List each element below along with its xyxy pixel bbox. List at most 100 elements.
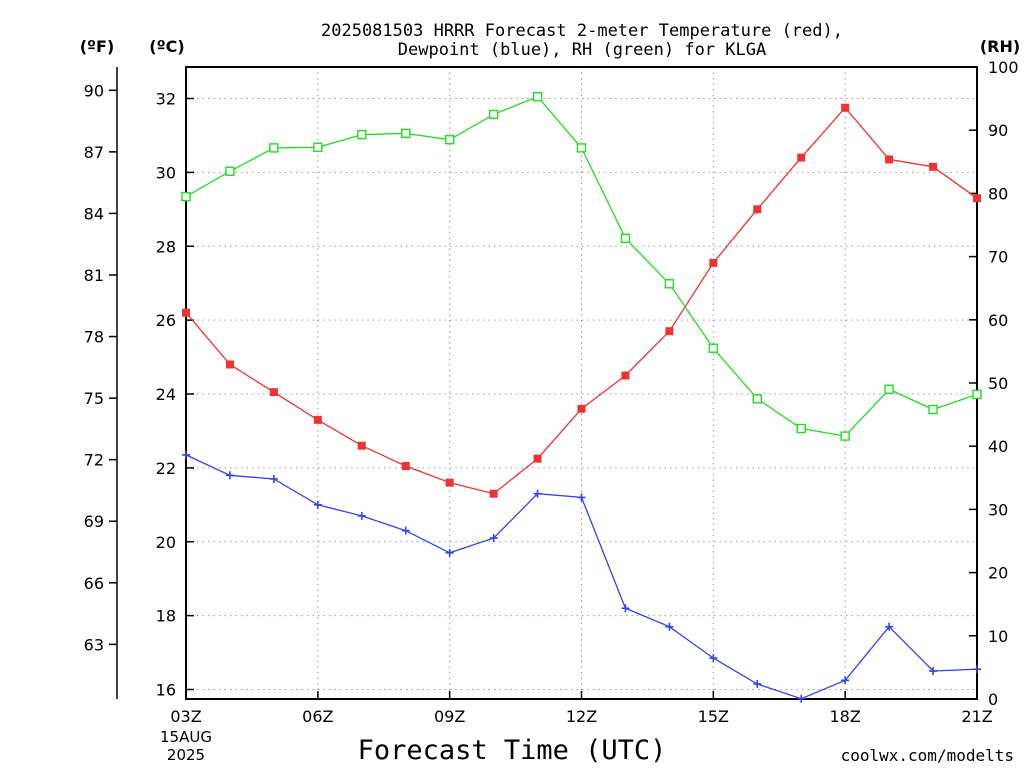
x-tick-label: 18Z	[830, 707, 861, 726]
dewpoint-point	[489, 534, 498, 543]
rh-tick-label: 100	[988, 58, 1019, 77]
temperature-point	[401, 462, 410, 471]
dewpoint-point	[665, 622, 674, 631]
rh-point	[840, 431, 850, 441]
chart-title-line2: Dewpoint (blue), RH (green) for KLGA	[398, 40, 766, 60]
temperature-point	[225, 360, 234, 369]
rh-tick-label: 10	[988, 627, 1008, 646]
temperature-point	[973, 194, 981, 203]
chart-title-line1: 2025081503 HRRR Forecast 2-meter Tempera…	[321, 21, 843, 41]
rh-tick-label: 80	[988, 184, 1008, 203]
rh-tick-label: 40	[988, 437, 1008, 456]
fahrenheit-tick-label: 75	[84, 389, 104, 408]
rh-point	[313, 142, 323, 152]
temperature-point	[489, 489, 498, 498]
temperature-point	[709, 258, 718, 267]
celsius-tick-label: 26	[156, 311, 176, 330]
dewpoint-point	[577, 493, 586, 502]
rh-tick-label: 20	[988, 564, 1008, 583]
celsius-tick-label: 18	[156, 607, 176, 626]
temperature-point	[753, 205, 762, 214]
dewpoint-point	[445, 548, 454, 557]
rh-point	[972, 389, 982, 400]
x-tick-label: 12Z	[566, 707, 597, 726]
rh-tick-label: 50	[988, 374, 1008, 393]
rh-point	[488, 109, 499, 120]
rh-point	[664, 279, 675, 289]
rh-point	[884, 384, 894, 395]
rh-point	[225, 166, 235, 176]
dewpoint-point	[885, 622, 894, 631]
temperature-point	[357, 441, 366, 450]
celsius-tick-label: 28	[156, 237, 176, 256]
x-date-day: 15AUG	[160, 728, 212, 746]
dewpoint-point	[401, 526, 410, 535]
celsius-unit-label: (ºC)	[149, 37, 184, 56]
dewpoint-point	[973, 665, 981, 674]
celsius-tick-label: 30	[156, 163, 176, 182]
rh-point	[620, 233, 631, 243]
rh-tick-label: 30	[988, 500, 1008, 519]
x-tick-label: 09Z	[434, 707, 465, 726]
temperature-point	[841, 103, 850, 112]
temperature-point	[929, 162, 938, 171]
celsius-tick-label: 22	[156, 459, 176, 478]
rh-point	[752, 394, 762, 404]
axis-ticks: 03Z 06Z 09Z 12Z 15Z 18Z 21Z 16 18 20 22 24 26 28 30 32 6…	[84, 58, 1019, 726]
rh-point	[357, 129, 367, 140]
x-date-year: 2025	[167, 746, 205, 764]
fahrenheit-tick-label: 84	[84, 204, 104, 223]
x-tick-label: 03Z	[170, 707, 201, 726]
x-tick-label: 21Z	[961, 707, 992, 726]
rh-point	[928, 404, 938, 415]
dewpoint-point	[182, 450, 190, 459]
temperature-point	[665, 327, 674, 336]
dewpoint-point	[753, 679, 762, 688]
fahrenheit-tick-label: 78	[84, 328, 104, 347]
rh-tick-label: 0	[988, 690, 998, 709]
temperature-point	[885, 155, 894, 164]
dewpoint-point	[225, 471, 234, 480]
rh-unit-label: (RH)	[980, 37, 1020, 56]
rh-point	[796, 423, 806, 434]
rh-point	[708, 343, 719, 353]
fahrenheit-tick-label: 81	[84, 266, 104, 285]
x-tick-label: 15Z	[698, 707, 729, 726]
source-credit: coolwx.com/modelts	[841, 746, 1014, 765]
temperature-point	[621, 371, 630, 380]
temperature-point	[182, 308, 190, 317]
x-tick-label: 06Z	[302, 707, 333, 726]
fahrenheit-tick-label: 63	[84, 635, 104, 654]
fahrenheit-tick-label: 90	[84, 81, 104, 100]
rh-point	[576, 143, 587, 153]
temperature-point	[313, 415, 322, 424]
fahrenheit-tick-label: 66	[84, 574, 104, 593]
rh-tick-label: 60	[988, 311, 1008, 330]
rh-point	[269, 143, 279, 153]
temperature-point	[445, 478, 454, 487]
dewpoint-point	[533, 489, 542, 498]
celsius-tick-label: 16	[156, 681, 176, 700]
dewpoint-point	[313, 500, 322, 509]
rh-point	[444, 134, 455, 145]
rh-point	[532, 92, 543, 102]
rh-point	[401, 128, 411, 139]
dewpoint-point	[621, 604, 630, 613]
fahrenheit-tick-label: 69	[84, 512, 104, 531]
temperature-point	[533, 454, 542, 463]
grid-lines	[185, 67, 978, 699]
temperature-point	[269, 388, 278, 397]
dewpoint-point	[269, 474, 278, 483]
rh-point	[181, 191, 191, 202]
dewpoint-point	[709, 654, 718, 663]
dewpoint-point	[357, 511, 366, 520]
fahrenheit-tick-label: 87	[84, 143, 104, 162]
celsius-tick-label: 32	[156, 90, 176, 109]
rh-tick-label: 90	[988, 121, 1008, 140]
celsius-tick-label: 24	[156, 385, 176, 404]
celsius-tick-label: 20	[156, 533, 176, 552]
dewpoint-point	[929, 667, 938, 676]
data-series	[181, 92, 982, 703]
temperature-point	[577, 404, 586, 413]
